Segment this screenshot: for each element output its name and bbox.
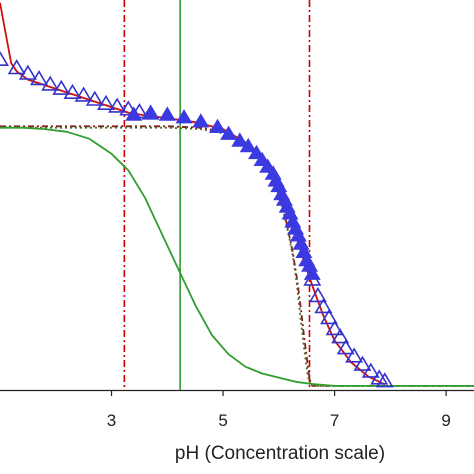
data-point <box>345 347 364 363</box>
data-point <box>239 137 257 153</box>
data-point <box>175 109 193 124</box>
series-line <box>0 125 474 387</box>
data-point <box>119 100 138 116</box>
vertical-reference-lines <box>123 0 311 390</box>
series-line <box>0 2 386 386</box>
data-point <box>353 355 372 371</box>
data-point <box>63 83 82 99</box>
series-markers <box>0 50 394 388</box>
data-point <box>361 362 380 378</box>
series-markers <box>125 105 321 280</box>
data-point <box>18 64 37 80</box>
series-layer <box>0 2 474 388</box>
series-line <box>0 126 474 387</box>
data-point <box>29 70 49 86</box>
x-tick-label: 3 <box>107 411 116 430</box>
data-point <box>209 118 226 133</box>
data-point <box>331 328 350 344</box>
data-point <box>231 132 249 147</box>
data-point <box>52 79 71 95</box>
series-line <box>0 126 474 387</box>
data-point <box>325 320 344 336</box>
data-point <box>303 265 321 280</box>
data-point <box>308 287 327 303</box>
data-point <box>74 86 93 102</box>
data-point <box>142 105 160 120</box>
data-point <box>96 94 116 110</box>
data-point <box>158 106 176 121</box>
data-point <box>85 90 104 106</box>
data-point <box>314 298 333 314</box>
data-point <box>336 339 355 355</box>
x-axis-title: pH (Concentration scale) <box>175 443 385 464</box>
data-point <box>319 309 339 325</box>
data-point <box>0 50 10 66</box>
x-tick-label: 9 <box>441 411 450 430</box>
data-point <box>7 59 26 75</box>
data-point <box>220 125 238 140</box>
data-point <box>125 106 143 121</box>
data-point <box>192 113 210 128</box>
data-point <box>375 372 394 388</box>
x-tick-label: 5 <box>218 411 227 430</box>
data-point <box>108 97 127 113</box>
x-ticks: 3 5 7 9 <box>107 390 451 430</box>
x-tick-label: 7 <box>330 411 339 430</box>
data-point <box>41 75 60 91</box>
